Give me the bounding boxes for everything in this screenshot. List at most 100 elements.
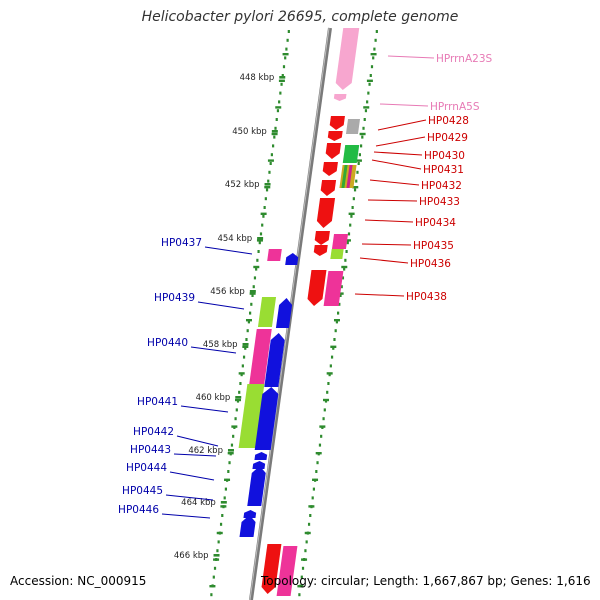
left-minor-tick xyxy=(286,38,289,42)
hp0436a-feature xyxy=(313,245,328,256)
right-major-tick xyxy=(315,452,322,455)
reverse-leader-line xyxy=(197,301,245,310)
left-major-tick xyxy=(249,292,256,295)
left-minor-tick xyxy=(210,593,213,597)
left-major-tick xyxy=(213,558,220,561)
left-minor-tick xyxy=(228,461,231,465)
right-minor-tick xyxy=(326,390,329,394)
right-minor-tick xyxy=(345,250,348,253)
right-minor-tick xyxy=(320,434,323,438)
scale-label: 458 kbp xyxy=(203,340,238,350)
hp0429-feature xyxy=(345,119,361,134)
left-major-tick xyxy=(245,319,252,322)
left-minor-tick xyxy=(258,241,261,245)
right-major-tick xyxy=(333,319,340,322)
forward-gene-label: HP0428 xyxy=(428,115,469,127)
hp0445-feature xyxy=(243,510,257,518)
right-minor-tick xyxy=(353,188,357,192)
hp0444-feature xyxy=(247,466,266,506)
right-minor-tick xyxy=(355,179,358,183)
left-major-tick xyxy=(224,478,231,481)
left-scale-ticks xyxy=(209,30,290,597)
right-minor-tick xyxy=(356,170,359,174)
right-major-tick xyxy=(326,372,333,375)
right-minor-tick xyxy=(298,593,301,597)
scale-label: 464 kbp xyxy=(181,498,216,508)
left-minor-tick xyxy=(267,179,270,183)
right-major-tick xyxy=(352,186,359,189)
left-minor-tick xyxy=(263,206,266,209)
hp0440a-feature xyxy=(249,329,272,384)
forward-leader-line xyxy=(387,55,435,59)
right-major-tick xyxy=(304,531,311,535)
reverse-gene-label: HP0440 xyxy=(147,337,188,349)
left-minor-tick xyxy=(270,153,273,157)
forward-gene-label: HPrrnA5S xyxy=(430,101,480,113)
right-minor-tick xyxy=(335,320,338,324)
right-minor-tick xyxy=(370,65,374,69)
reverse-gene-label: HP0437 xyxy=(161,237,202,249)
left-minor-tick xyxy=(221,514,224,517)
left-minor-tick xyxy=(240,373,243,377)
forward-gene-label: HP0433 xyxy=(419,196,460,208)
left-minor-tick xyxy=(256,258,259,262)
right-minor-tick xyxy=(334,329,337,333)
right-minor-tick xyxy=(373,47,376,51)
hp0428-feature xyxy=(329,116,345,130)
left-minor-tick xyxy=(245,338,248,341)
forward-leader-line xyxy=(367,199,418,202)
hp0439a-feature xyxy=(257,297,277,327)
left-minor-tick xyxy=(275,118,278,121)
right-minor-tick xyxy=(312,487,316,491)
forward-leader-line xyxy=(371,159,422,170)
right-major-tick xyxy=(370,53,377,56)
reverse-leader-line xyxy=(165,494,214,501)
right-minor-tick xyxy=(341,276,345,280)
right-minor-tick xyxy=(349,223,352,227)
left-minor-tick xyxy=(244,346,247,350)
scale-major-tick xyxy=(264,183,271,186)
left-major-tick xyxy=(220,505,227,508)
left-minor-tick xyxy=(280,82,283,86)
label-leader-lines xyxy=(161,55,435,519)
forward-leader-line xyxy=(361,243,412,246)
right-minor-tick xyxy=(332,346,335,350)
left-minor-tick xyxy=(230,443,234,447)
scale-labels: 448 kbp 450 kbp 452 kbp 454 kbp 456 kbp 458 k… xyxy=(174,73,286,561)
left-minor-tick xyxy=(219,522,223,526)
reverse-gene-label: HP0446 xyxy=(118,504,159,516)
right-major-tick xyxy=(366,79,373,82)
right-minor-tick xyxy=(323,408,326,412)
scale-label: 448 kbp xyxy=(240,73,275,83)
right-major-tick xyxy=(337,292,344,295)
left-major-tick xyxy=(209,585,216,588)
left-minor-tick xyxy=(239,382,242,385)
reverse-gene-label: HP0444 xyxy=(126,462,167,474)
right-minor-tick xyxy=(328,373,331,377)
left-minor-tick xyxy=(250,302,253,306)
left-major-tick xyxy=(242,345,249,348)
map-title: Helicobacter pylori 26695, complete geno… xyxy=(141,9,459,25)
scale-label: 454 kbp xyxy=(217,234,252,244)
left-minor-tick xyxy=(247,320,250,324)
forward-leader-line xyxy=(377,119,427,131)
right-major-tick xyxy=(359,132,366,136)
left-major-tick xyxy=(282,53,289,56)
right-minor-tick xyxy=(374,38,377,42)
left-minor-tick xyxy=(213,566,217,570)
left-minor-tick xyxy=(252,285,255,289)
right-major-tick xyxy=(341,265,348,269)
right-minor-tick xyxy=(368,82,371,86)
forward-gene-label: HP0430 xyxy=(424,150,465,162)
forward-gene-label: HP0432 xyxy=(421,180,462,192)
reverse-gene-label: HP0443 xyxy=(130,444,171,456)
hp0434-feature xyxy=(320,180,337,196)
right-minor-tick xyxy=(340,285,343,289)
scale-major-tick xyxy=(235,396,242,399)
right-minor-tick xyxy=(315,470,318,473)
gene-labels: HPrrnA23S HPrrnA5S HP0428 HP0429 HP0430 HP043… xyxy=(118,53,492,516)
right-minor-tick xyxy=(318,443,322,447)
accession-text: Accession: NC_000915 xyxy=(10,574,147,588)
right-minor-tick xyxy=(322,417,325,421)
